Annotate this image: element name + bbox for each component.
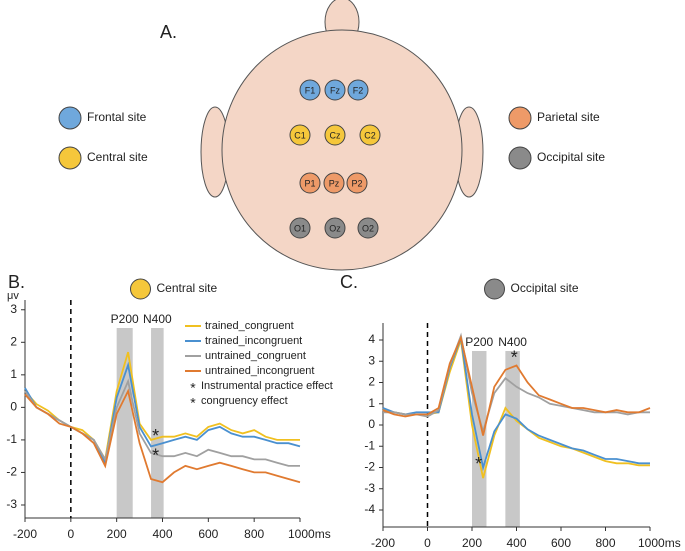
- electrode-label: Pz: [329, 178, 340, 188]
- window-label: P200: [111, 312, 139, 326]
- series-line: [24, 388, 301, 484]
- electrode: [289, 217, 311, 239]
- legend-label: congruency effect: [201, 395, 288, 407]
- x-tick-label: 600: [551, 536, 571, 550]
- x-tick-label: 200: [462, 536, 482, 550]
- electrode-label: F1: [305, 85, 316, 95]
- chart-title: Occipital site: [511, 281, 579, 295]
- window-label: P200: [465, 335, 493, 349]
- electrode-label: Cz: [330, 130, 341, 140]
- annotation: *: [152, 426, 159, 446]
- x-tick-label: 0: [67, 527, 74, 541]
- electrode-label: C2: [364, 130, 376, 140]
- x-tick-label: -200: [13, 527, 37, 541]
- y-tick-label: 1: [10, 367, 17, 381]
- chart-title: Central site: [157, 281, 218, 295]
- y-tick-label: 2: [368, 375, 375, 389]
- x-tick-label: 600: [198, 527, 218, 541]
- electrode: [324, 79, 346, 101]
- window-band: [505, 351, 520, 527]
- window-band: [472, 351, 487, 527]
- y-tick-label: 0: [368, 417, 375, 431]
- annotation: *: [152, 446, 159, 466]
- y-tick-label: 2: [10, 334, 17, 348]
- electrode: [323, 172, 345, 194]
- electrode-label: P2: [351, 178, 362, 188]
- electrode-label: Fz: [330, 85, 340, 95]
- legend-label: untrained_incongruent: [205, 365, 314, 377]
- electrode: [299, 172, 321, 194]
- x-tick-label: 800: [244, 527, 264, 541]
- electrode: [347, 79, 369, 101]
- title-marker: [484, 278, 505, 300]
- annotation: *: [511, 348, 518, 368]
- y-tick-label: 1: [368, 396, 375, 410]
- legend-label: Parietal site: [537, 110, 600, 124]
- legend-marker: [508, 146, 532, 170]
- electrode-label: Oz: [329, 223, 341, 233]
- legend-label: Central site: [87, 150, 148, 164]
- annotation: *: [475, 454, 482, 474]
- y-tick-label: -2: [6, 465, 17, 479]
- electrode-label: F2: [353, 85, 364, 95]
- window-label: N400: [498, 335, 527, 349]
- head: [221, 29, 463, 271]
- x-tick-label: 1000ms: [288, 527, 331, 541]
- x-tick-label: -200: [371, 536, 395, 550]
- window-band: [116, 328, 133, 518]
- legend-symbol: *: [190, 380, 196, 396]
- y-tick-label: -1: [6, 432, 17, 446]
- y-axis-label: μv: [7, 290, 19, 302]
- y-tick-label: -2: [364, 460, 375, 474]
- legend-marker: [508, 106, 532, 130]
- y-tick-label: -1: [364, 438, 375, 452]
- legend-marker: [58, 146, 82, 170]
- electrode-label: O1: [294, 223, 306, 233]
- y-tick-label: 3: [368, 353, 375, 367]
- electrode: [324, 124, 346, 146]
- series-line: [382, 337, 650, 472]
- x-tick-label: 400: [506, 536, 526, 550]
- electrode-label: O2: [362, 223, 374, 233]
- legend-symbol: *: [190, 395, 196, 411]
- electrode: [346, 172, 368, 194]
- legend-label: Occipital site: [537, 150, 605, 164]
- x-tick-label: 200: [107, 527, 127, 541]
- panel-label: A.: [160, 22, 177, 42]
- panel-label: B.: [8, 272, 25, 292]
- legend-label: trained_congruent: [205, 320, 294, 332]
- window-band: [151, 328, 164, 518]
- x-tick-label: 1000ms: [638, 536, 681, 550]
- electrode: [359, 124, 381, 146]
- electrode-label: C1: [294, 130, 306, 140]
- electrode-label: P1: [304, 178, 315, 188]
- x-tick-label: 800: [595, 536, 615, 550]
- title-marker: [130, 278, 151, 300]
- electrode: [289, 124, 311, 146]
- y-tick-label: -3: [364, 481, 375, 495]
- window-label: N400: [143, 312, 172, 326]
- y-tick-label: 3: [10, 302, 17, 316]
- legend-label: Instrumental practice effect: [201, 380, 333, 392]
- y-tick-label: 4: [368, 332, 375, 346]
- legend-marker: [58, 106, 82, 130]
- y-tick-label: -3: [6, 497, 17, 511]
- panel-label: C.: [340, 272, 358, 292]
- y-tick-label: 0: [10, 400, 17, 414]
- x-tick-label: 0: [424, 536, 431, 550]
- electrode: [357, 217, 379, 239]
- x-tick-label: 400: [152, 527, 172, 541]
- series-line: [382, 335, 651, 436]
- legend-label: Frontal site: [87, 110, 147, 124]
- y-tick-label: -4: [364, 502, 375, 516]
- electrode: [299, 79, 321, 101]
- legend-label: trained_incongruent: [205, 335, 302, 347]
- legend-label: untrained_congruent: [205, 350, 306, 362]
- electrode: [324, 217, 346, 239]
